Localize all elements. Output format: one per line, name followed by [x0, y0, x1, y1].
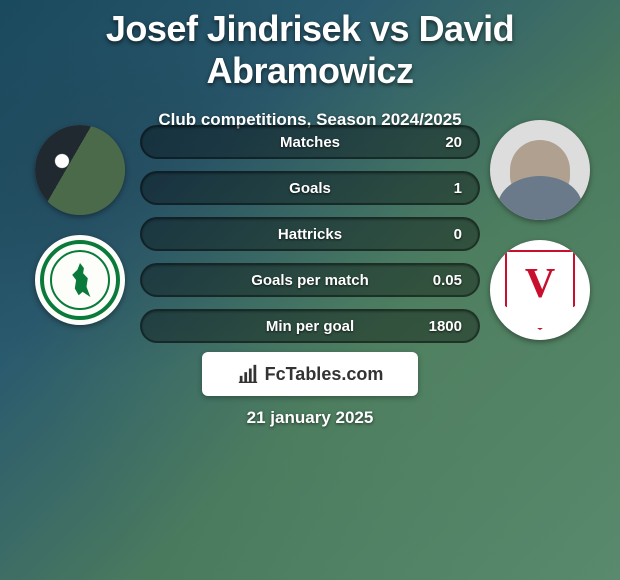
stat-label: Goals — [289, 180, 331, 197]
stat-label: Hattricks — [278, 226, 342, 243]
stat-label: Goals per match — [251, 272, 369, 289]
stats-area: Matches 20 Goals 1 Hattricks 0 Goals per… — [0, 120, 620, 343]
stat-value: 1800 — [429, 318, 462, 335]
date-text: 21 january 2025 — [0, 408, 620, 428]
stat-value: 20 — [445, 134, 462, 151]
club-left-logo — [35, 235, 125, 325]
stat-row-goals-per-match: Goals per match 0.05 — [140, 263, 480, 297]
stat-value: 0 — [454, 226, 462, 243]
page-title: Josef Jindrisek vs David Abramowicz — [0, 0, 620, 92]
stat-row-goals: Goals 1 — [140, 171, 480, 205]
stat-row-matches: Matches 20 — [140, 125, 480, 159]
stat-label: Matches — [280, 134, 340, 151]
chart-icon — [237, 363, 259, 385]
stat-row-min-per-goal: Min per goal 1800 — [140, 309, 480, 343]
stats-column: Matches 20 Goals 1 Hattricks 0 Goals per… — [140, 120, 480, 343]
stat-label: Min per goal — [266, 318, 354, 335]
club-right-logo: V — [490, 240, 590, 340]
brand-badge[interactable]: FcTables.com — [202, 352, 418, 396]
stat-value: 1 — [454, 180, 462, 197]
player-right-avatar — [490, 120, 590, 220]
stat-row-hattricks: Hattricks 0 — [140, 217, 480, 251]
left-column — [20, 120, 140, 325]
stat-value: 0.05 — [433, 272, 462, 289]
player-left-avatar — [35, 125, 125, 215]
brand-text: FcTables.com — [265, 364, 384, 385]
right-column: V — [480, 120, 600, 340]
